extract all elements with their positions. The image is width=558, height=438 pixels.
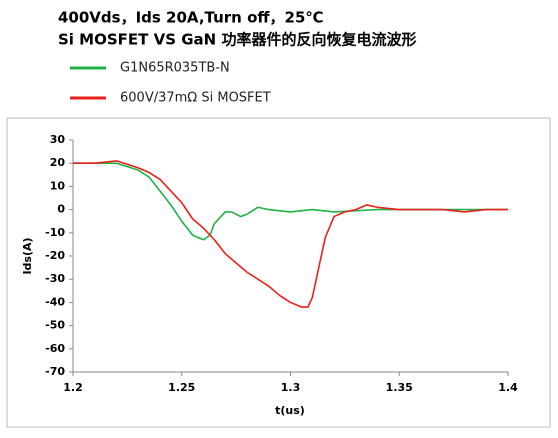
x-tick-label: 1.4 (498, 381, 518, 394)
x-tick-label: 1.3 (281, 381, 301, 394)
x-tick-label: 1.2 (63, 381, 83, 394)
y-tick-label: 20 (50, 156, 66, 169)
chart-subtitle: Si MOSFET VS GaN 功率器件的反向恢复电流波形 (58, 31, 416, 49)
legend-label: G1N65R035TB-N (120, 61, 230, 76)
y-tick-label: 30 (50, 133, 66, 146)
series-line (73, 160, 508, 308)
x-axis-label: t(us) (275, 404, 305, 417)
y-tick-label: -20 (45, 249, 65, 262)
y-tick-label: -30 (45, 272, 65, 285)
y-tick-label: -50 (45, 319, 65, 332)
y-tick-label: -70 (45, 365, 65, 378)
y-tick-label: -40 (45, 295, 65, 308)
legend-label: 600V/37mΩ Si MOSFET (120, 91, 271, 106)
x-tick-label: 1.35 (386, 381, 413, 394)
y-tick-label: 0 (57, 203, 65, 216)
y-tick-label: -10 (45, 226, 65, 239)
chart-frame (6, 117, 551, 428)
y-tick-label: 10 (50, 179, 66, 192)
chart-title: 400Vds，Ids 20A,Turn off，25℃ (58, 9, 324, 27)
x-tick-label: 1.25 (168, 381, 195, 394)
series-line (73, 162, 508, 241)
y-tick-label: -60 (45, 342, 65, 355)
y-axis-label: Ids(A) (21, 237, 34, 274)
